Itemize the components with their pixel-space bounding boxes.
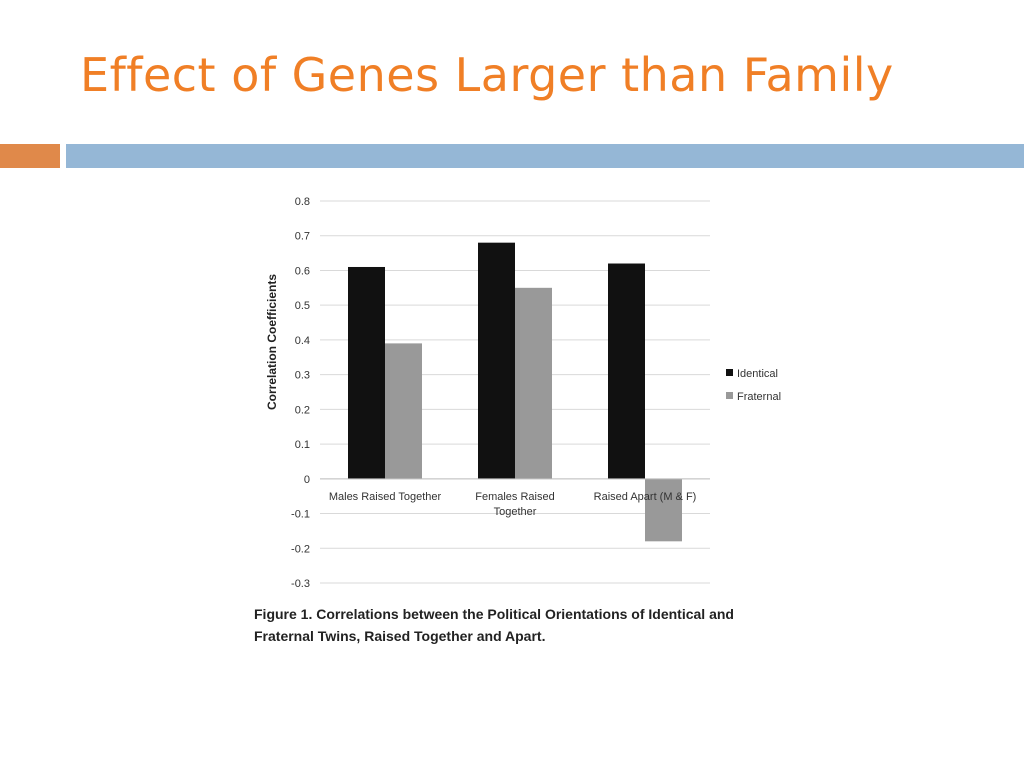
- caption-line-2: Fraternal Twins, Raised Together and Apa…: [254, 628, 546, 644]
- figure-caption: Figure 1. Correlations between the Polit…: [254, 603, 814, 647]
- legend-label-fraternal: Fraternal: [737, 391, 781, 403]
- x-category-label: Females Raised: [475, 491, 554, 503]
- x-category-label: Raised Apart (M & F): [594, 491, 697, 503]
- caption-line-1: Figure 1. Correlations between the Polit…: [254, 606, 734, 622]
- x-category-label: Together: [494, 506, 537, 518]
- x-category-label: Males Raised Together: [329, 491, 442, 503]
- y-tick-label: 0.7: [295, 231, 310, 243]
- y-tick-label: 0.1: [295, 439, 310, 451]
- legend-swatch-identical: [726, 369, 733, 376]
- bar-identical-0: [348, 266, 385, 479]
- y-tick-label: -0.2: [291, 543, 310, 555]
- y-tick-label: 0.2: [295, 404, 310, 416]
- y-tick-label: -0.3: [291, 578, 310, 590]
- y-axis-label: Correlation Coefficients: [265, 274, 279, 410]
- bar-identical-2: [608, 263, 645, 479]
- y-tick-labels: 0.8 0.7 0.6 0.5 0.4 0.3 0.2 0.1 0 -0.1 -0.2 -0.3: [291, 196, 310, 590]
- bar-identical-1: [478, 242, 515, 479]
- x-category-labels: Males Raised Together Females Raised Toget…: [329, 491, 697, 518]
- y-tick-label: 0.8: [295, 196, 310, 208]
- bar-fraternal-1: [515, 287, 552, 479]
- y-tick-label: 0.3: [295, 370, 310, 382]
- y-tick-label: 0.5: [295, 300, 310, 312]
- legend: Identical Fraternal: [726, 368, 781, 403]
- bar-fraternal-2: [645, 478, 682, 542]
- y-tick-label: -0.1: [291, 509, 310, 521]
- slide-title: Effect of Genes Larger than Family: [80, 48, 894, 102]
- accent-bar-orange: [0, 144, 60, 168]
- legend-swatch-fraternal: [726, 392, 733, 399]
- accent-bar-blue: [66, 144, 1024, 168]
- bars: [348, 242, 682, 542]
- bar-chart: 0.8 0.7 0.6 0.5 0.4 0.3 0.2 0.1 0 -0.1 -0.2 -0.3 Ma…: [250, 185, 810, 605]
- chart-svg: 0.8 0.7 0.6 0.5 0.4 0.3 0.2 0.1 0 -0.1 -0.2 -0.3 Ma…: [265, 196, 781, 590]
- y-tick-label: 0.6: [295, 265, 310, 277]
- y-tick-label: 0: [304, 474, 310, 486]
- bar-fraternal-0: [385, 343, 422, 479]
- y-tick-label: 0.4: [295, 335, 310, 347]
- legend-label-identical: Identical: [737, 368, 778, 380]
